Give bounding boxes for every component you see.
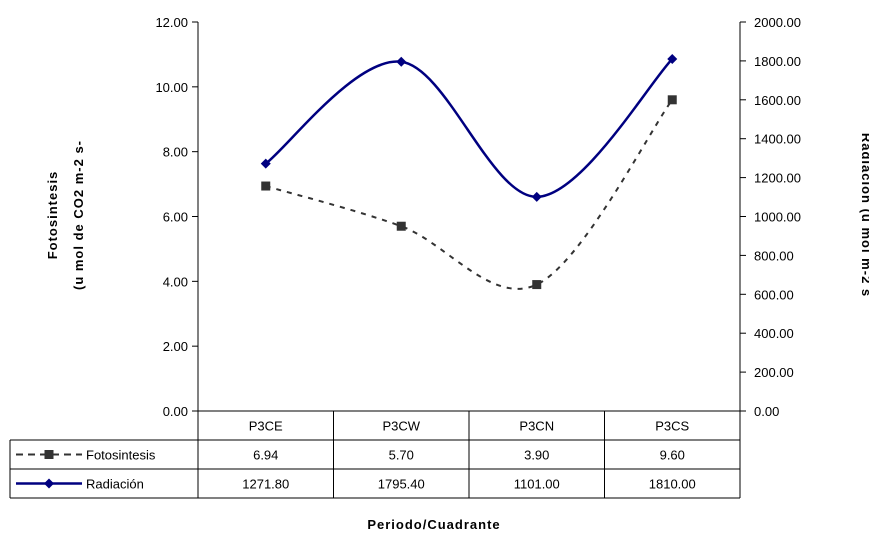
left-tick-label: 0.00	[163, 404, 188, 419]
data-label-fotosintesis: 5.70	[389, 448, 414, 463]
right-tick-label: 1400.00	[754, 132, 801, 147]
left-tick-label: 12.00	[155, 15, 188, 30]
right-tick-label: 1600.00	[754, 93, 801, 108]
data-point-fotosintesis	[667, 95, 677, 105]
data-label-radiacion: 1810.00	[649, 477, 696, 492]
left-tick-label: 6.00	[163, 210, 188, 225]
right-axis-ticks: 0.00 200.00 400.00 600.00 800.00 1000.00 1200.…	[740, 15, 801, 419]
data-point-radiacion	[531, 191, 542, 202]
category-label: P3CE	[249, 419, 283, 434]
left-axis-title-line2: (u mol de CO2 m-2 s-	[71, 140, 86, 290]
category-label: P3CN	[519, 419, 554, 434]
category-label: P3CS	[655, 419, 689, 434]
legend-marker-radiacion	[44, 478, 54, 489]
left-tick-label: 4.00	[163, 274, 188, 289]
right-tick-label: 1800.00	[754, 54, 801, 69]
data-label-fotosintesis: 9.60	[660, 448, 685, 463]
left-axis-title-line1: Fotosintesis	[45, 171, 60, 260]
right-tick-label: 600.00	[754, 287, 794, 302]
data-table: P3CE P3CW P3CN P3CS Fotosintesis 6.94 5.70 3.90…	[9, 410, 741, 499]
legend-marker-fotosintesis	[44, 450, 54, 459]
data-point-radiacion	[260, 158, 271, 169]
left-axis-ticks: 0.00 2.00 4.00 6.00 8.00 10.00 12.00	[155, 15, 198, 419]
series-line-radiacion	[264, 58, 674, 199]
x-axis-title: Periodo/Cuadrante	[367, 517, 500, 532]
data-point-fotosintesis	[261, 181, 271, 191]
data-point-radiacion	[396, 56, 407, 67]
data-label-fotosintesis: 3.90	[524, 448, 549, 463]
right-axis-title: Radiación (u mol m-2 s	[859, 133, 869, 297]
left-tick-label: 8.00	[163, 145, 188, 160]
right-tick-label: 1000.00	[754, 210, 801, 225]
legend-label-radiacion: Radiación	[86, 477, 144, 492]
plot-frame	[197, 22, 741, 411]
data-point-fotosintesis	[396, 221, 406, 231]
right-tick-label: 800.00	[754, 248, 794, 263]
category-label: P3CW	[382, 419, 420, 434]
data-label-radiacion: 1271.80	[242, 477, 289, 492]
data-label-radiacion: 1101.00	[514, 477, 560, 492]
left-tick-label: 2.00	[163, 339, 188, 354]
series-lines	[260, 53, 678, 290]
data-label-radiacion: 1795.40	[378, 477, 425, 492]
series-line-fotosintesis	[265, 99, 674, 290]
right-tick-label: 1200.00	[754, 171, 801, 186]
data-point-fotosintesis	[532, 280, 542, 290]
left-tick-label: 10.00	[155, 80, 188, 95]
data-point-radiacion	[667, 53, 678, 64]
legend-label-fotosintesis: Fotosintesis	[86, 448, 156, 463]
right-tick-label: 200.00	[754, 365, 794, 380]
right-tick-label: 0.00	[754, 404, 779, 419]
right-tick-label: 400.00	[754, 326, 794, 341]
data-label-fotosintesis: 6.94	[253, 448, 278, 463]
right-tick-label: 2000.00	[754, 15, 801, 30]
